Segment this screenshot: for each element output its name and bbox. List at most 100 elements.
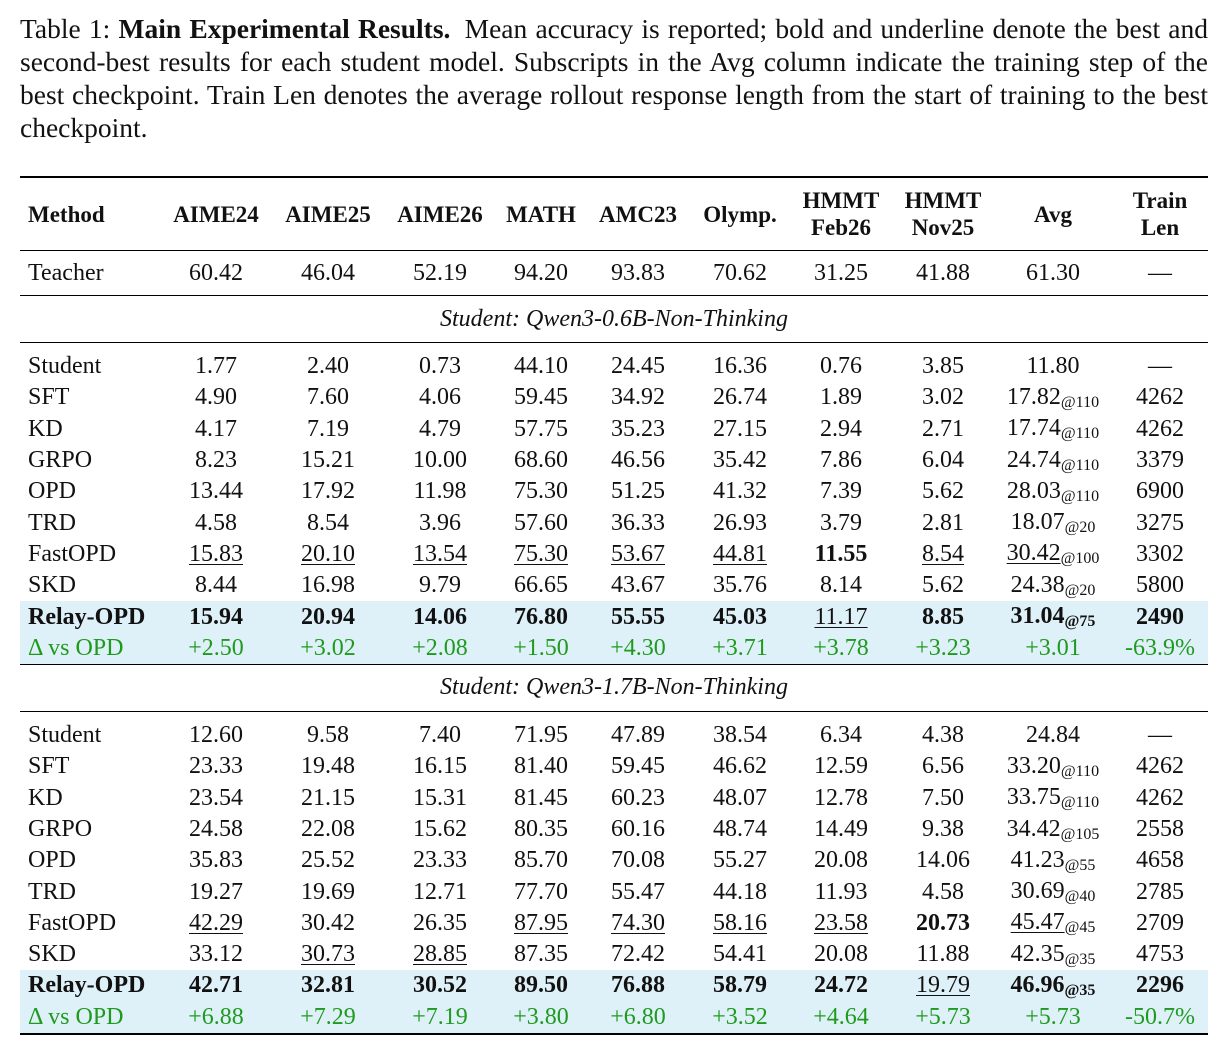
value-text: 76.88 bbox=[611, 972, 665, 999]
value-text: 60.23 bbox=[611, 784, 665, 811]
value-text: 75.30 bbox=[514, 540, 568, 567]
value-cell: 4.58 bbox=[160, 507, 272, 538]
column-header-text: HMMT Nov25 bbox=[904, 188, 982, 240]
column-header: Train Len bbox=[1112, 176, 1208, 251]
value-text: 30.52 bbox=[413, 972, 467, 999]
value-text: 16.15 bbox=[413, 753, 467, 780]
caption-label: Table 1: bbox=[20, 13, 111, 44]
value-text: 9.38 bbox=[922, 816, 964, 842]
value-cell: +3.52 bbox=[690, 1001, 790, 1035]
value-text: 30.73 bbox=[301, 941, 355, 968]
value-cell: 31.04@75 bbox=[994, 601, 1112, 633]
column-header: AMC23 bbox=[586, 176, 690, 251]
value-cell: 12.60 bbox=[160, 711, 272, 751]
value-text: 14.06 bbox=[413, 603, 467, 630]
value-cell: 93.83 bbox=[586, 250, 690, 296]
value-cell: 20.08 bbox=[790, 939, 892, 970]
value-text: 3275 bbox=[1136, 509, 1184, 536]
value-text: 3302 bbox=[1136, 540, 1184, 567]
value-text: 48.07 bbox=[713, 784, 767, 811]
value-text: 1.89 bbox=[820, 384, 862, 411]
value-text: 3.96 bbox=[419, 509, 461, 536]
value-text: 2.71 bbox=[922, 415, 964, 442]
checkpoint-step: @110 bbox=[1060, 456, 1100, 474]
value-cell: 4.58 bbox=[892, 876, 994, 907]
value-cell: 4753 bbox=[1112, 939, 1208, 970]
value-text: 22.08 bbox=[301, 816, 355, 842]
value-cell: 4262 bbox=[1112, 414, 1208, 445]
value-text: 60.16 bbox=[611, 816, 665, 842]
value-text: 46.62 bbox=[713, 753, 767, 780]
table-row: SKD 33.12 30.73 28.85 87.35 72.42 54.41 20.08 11… bbox=[20, 939, 1208, 970]
value-cell: 26.93 bbox=[690, 507, 790, 538]
value-cell: 46.56 bbox=[586, 445, 690, 476]
value-cell: 61.30 bbox=[994, 250, 1112, 296]
value-cell: 23.54 bbox=[160, 783, 272, 814]
value-cell: 22.08 bbox=[272, 814, 384, 845]
value-text: 12.59 bbox=[814, 753, 868, 780]
value-text: 19.27 bbox=[189, 878, 243, 905]
value-cell: 7.60 bbox=[272, 382, 384, 413]
value-cell: — bbox=[1112, 343, 1208, 383]
value-text: 19.79 bbox=[916, 972, 970, 999]
table-row: OPD 35.83 25.52 23.33 85.70 70.08 55.27 20.08 14… bbox=[20, 845, 1208, 876]
value-cell: 59.45 bbox=[496, 382, 586, 413]
value-cell: 34.42@105 bbox=[994, 814, 1112, 845]
value-text: 16.98 bbox=[301, 572, 355, 599]
method-cell: KD bbox=[28, 784, 63, 811]
value-text: 42.35 bbox=[1010, 940, 1065, 967]
value-text: 5800 bbox=[1136, 572, 1184, 599]
value-text: 6.34 bbox=[820, 722, 862, 749]
value-cell: 42.29 bbox=[160, 908, 272, 939]
value-cell: 19.27 bbox=[160, 876, 272, 907]
value-text: 54.41 bbox=[713, 941, 767, 968]
value-cell: 44.18 bbox=[690, 876, 790, 907]
value-text: 8.85 bbox=[922, 603, 964, 630]
table-header-row: Method AIME24 AIME25 AIME26 MATH AMC23 Olymp. H… bbox=[20, 176, 1208, 251]
value-text: 4.38 bbox=[922, 722, 964, 749]
value-cell: 71.95 bbox=[496, 711, 586, 751]
value-cell: 55.47 bbox=[586, 876, 690, 907]
value-cell: 46.62 bbox=[690, 751, 790, 782]
value-cell: 42.71 bbox=[160, 970, 272, 1002]
value-text: 30.69 bbox=[1010, 878, 1065, 905]
value-cell: 2709 bbox=[1112, 908, 1208, 939]
value-text: 12.60 bbox=[189, 722, 243, 749]
value-text: +2.08 bbox=[412, 634, 468, 661]
value-cell: 24.74@110 bbox=[994, 445, 1112, 476]
value-text: 71.95 bbox=[514, 722, 568, 749]
method-cell: GRPO bbox=[28, 447, 93, 474]
value-cell: 11.98 bbox=[384, 476, 496, 507]
checkpoint-step: @110 bbox=[1060, 794, 1100, 812]
table-row: TRD 4.58 8.54 3.96 57.60 36.33 26.93 3.79 2.81 18… bbox=[20, 507, 1208, 538]
value-cell: +2.08 bbox=[384, 632, 496, 665]
value-cell: 2296 bbox=[1112, 970, 1208, 1002]
value-cell: 23.58 bbox=[790, 908, 892, 939]
value-cell: 2490 bbox=[1112, 601, 1208, 633]
value-text: 2.40 bbox=[307, 353, 349, 380]
method-cell: Student bbox=[28, 353, 102, 380]
value-cell: 6.56 bbox=[892, 751, 994, 782]
value-cell: 51.25 bbox=[586, 476, 690, 507]
value-text: 70.08 bbox=[611, 847, 665, 874]
value-cell: 75.30 bbox=[496, 539, 586, 570]
value-cell: 11.80 bbox=[994, 343, 1112, 383]
value-text: 15.62 bbox=[413, 816, 467, 842]
value-text: 7.19 bbox=[307, 415, 349, 442]
value-cell: 8.23 bbox=[160, 445, 272, 476]
value-cell: 53.67 bbox=[586, 539, 690, 570]
value-text: 4262 bbox=[1136, 753, 1184, 780]
value-cell: 44.81 bbox=[690, 539, 790, 570]
value-text: 8.54 bbox=[922, 540, 964, 567]
value-cell: 11.55 bbox=[790, 539, 892, 570]
method-cell: GRPO bbox=[28, 816, 93, 842]
value-cell: 4262 bbox=[1112, 751, 1208, 782]
value-text: +6.88 bbox=[188, 1003, 244, 1030]
value-cell: 24.72 bbox=[790, 970, 892, 1002]
relay-opd-row: Relay-OPD 15.94 20.94 14.06 76.80 55.55 45.03 1… bbox=[20, 601, 1208, 633]
value-cell: 6.04 bbox=[892, 445, 994, 476]
value-text: +2.50 bbox=[188, 634, 244, 661]
value-text: 81.45 bbox=[514, 784, 568, 811]
value-text: 58.16 bbox=[713, 909, 767, 936]
column-header: AIME24 bbox=[160, 176, 272, 251]
